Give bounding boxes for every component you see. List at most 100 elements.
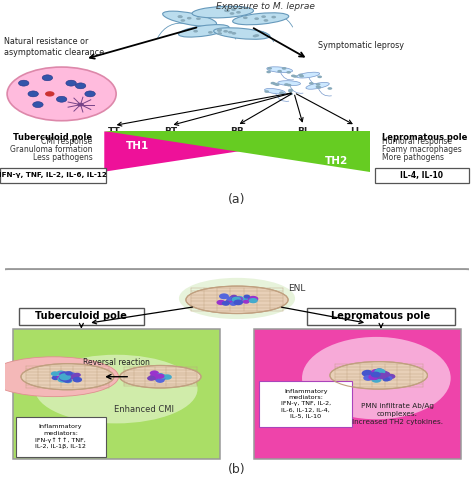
Ellipse shape <box>277 70 282 72</box>
Ellipse shape <box>253 34 257 37</box>
Ellipse shape <box>153 375 164 381</box>
Ellipse shape <box>275 83 280 86</box>
Ellipse shape <box>73 377 82 382</box>
Ellipse shape <box>187 17 191 20</box>
Ellipse shape <box>179 278 295 319</box>
Ellipse shape <box>65 371 73 376</box>
Ellipse shape <box>317 76 322 78</box>
Ellipse shape <box>85 91 95 97</box>
Ellipse shape <box>66 80 76 86</box>
Ellipse shape <box>249 298 258 303</box>
Ellipse shape <box>63 372 74 379</box>
Ellipse shape <box>52 376 60 380</box>
Text: ENL: ENL <box>288 285 305 293</box>
Ellipse shape <box>372 369 381 375</box>
Ellipse shape <box>264 89 285 94</box>
Ellipse shape <box>374 371 386 378</box>
Ellipse shape <box>309 82 314 85</box>
Ellipse shape <box>241 297 251 303</box>
Ellipse shape <box>374 368 384 374</box>
Ellipse shape <box>287 84 292 87</box>
Ellipse shape <box>278 80 301 86</box>
Text: Lepromatous pole: Lepromatous pole <box>331 311 430 321</box>
Ellipse shape <box>232 297 243 303</box>
Ellipse shape <box>75 83 86 89</box>
Ellipse shape <box>56 370 65 376</box>
Ellipse shape <box>298 74 303 76</box>
Ellipse shape <box>372 375 380 379</box>
Ellipse shape <box>230 295 237 299</box>
Ellipse shape <box>63 373 73 380</box>
Ellipse shape <box>229 296 238 301</box>
Ellipse shape <box>56 375 64 380</box>
Ellipse shape <box>57 376 68 383</box>
Ellipse shape <box>383 377 390 382</box>
FancyBboxPatch shape <box>0 269 474 478</box>
Text: BT: BT <box>164 127 177 137</box>
Ellipse shape <box>267 67 272 69</box>
Ellipse shape <box>229 12 234 15</box>
Ellipse shape <box>226 298 234 304</box>
Ellipse shape <box>255 17 259 20</box>
Ellipse shape <box>163 11 217 26</box>
Ellipse shape <box>64 378 73 383</box>
Ellipse shape <box>264 90 269 93</box>
Ellipse shape <box>293 75 298 78</box>
Ellipse shape <box>157 374 166 379</box>
Ellipse shape <box>271 82 275 84</box>
Ellipse shape <box>222 301 230 306</box>
Text: BB: BB <box>230 127 244 137</box>
Ellipse shape <box>223 30 228 33</box>
Text: Granuloma formation: Granuloma formation <box>10 145 92 154</box>
Ellipse shape <box>0 357 118 397</box>
Ellipse shape <box>376 370 384 375</box>
Text: IFN-γ, TNF, IL-2, IL-6, IL-12: IFN-γ, TNF, IL-2, IL-6, IL-12 <box>0 172 107 179</box>
FancyBboxPatch shape <box>13 329 220 459</box>
Ellipse shape <box>233 299 242 305</box>
FancyBboxPatch shape <box>259 381 352 427</box>
Ellipse shape <box>155 375 162 379</box>
Ellipse shape <box>59 372 68 376</box>
Ellipse shape <box>150 370 159 376</box>
Ellipse shape <box>163 374 172 380</box>
Ellipse shape <box>18 80 29 86</box>
Ellipse shape <box>266 70 271 73</box>
Ellipse shape <box>120 365 201 388</box>
Text: Lepromatous pole: Lepromatous pole <box>382 133 467 142</box>
Text: (a): (a) <box>228 194 246 206</box>
Ellipse shape <box>219 293 229 299</box>
Ellipse shape <box>233 13 289 25</box>
Ellipse shape <box>155 377 164 383</box>
Ellipse shape <box>376 373 387 379</box>
Ellipse shape <box>208 31 213 34</box>
Ellipse shape <box>231 32 236 34</box>
Ellipse shape <box>217 32 222 35</box>
Ellipse shape <box>217 28 222 31</box>
Ellipse shape <box>288 89 293 91</box>
Ellipse shape <box>159 376 165 380</box>
Ellipse shape <box>383 376 392 381</box>
Ellipse shape <box>284 83 289 86</box>
Ellipse shape <box>157 373 164 377</box>
Ellipse shape <box>317 86 321 89</box>
Ellipse shape <box>28 91 38 97</box>
Ellipse shape <box>243 300 250 304</box>
Ellipse shape <box>297 72 319 78</box>
Ellipse shape <box>377 370 388 377</box>
Ellipse shape <box>243 16 248 19</box>
Ellipse shape <box>380 373 388 377</box>
Ellipse shape <box>156 374 164 379</box>
Text: Tuberculoid pole: Tuberculoid pole <box>13 133 92 142</box>
Ellipse shape <box>248 296 258 302</box>
FancyBboxPatch shape <box>0 168 106 183</box>
Ellipse shape <box>370 374 380 380</box>
Ellipse shape <box>214 28 270 39</box>
Ellipse shape <box>251 297 258 301</box>
Ellipse shape <box>371 372 381 377</box>
Ellipse shape <box>7 67 116 121</box>
FancyBboxPatch shape <box>375 168 469 183</box>
Ellipse shape <box>299 75 304 78</box>
Ellipse shape <box>368 374 379 380</box>
Ellipse shape <box>362 370 374 377</box>
Ellipse shape <box>286 71 291 74</box>
